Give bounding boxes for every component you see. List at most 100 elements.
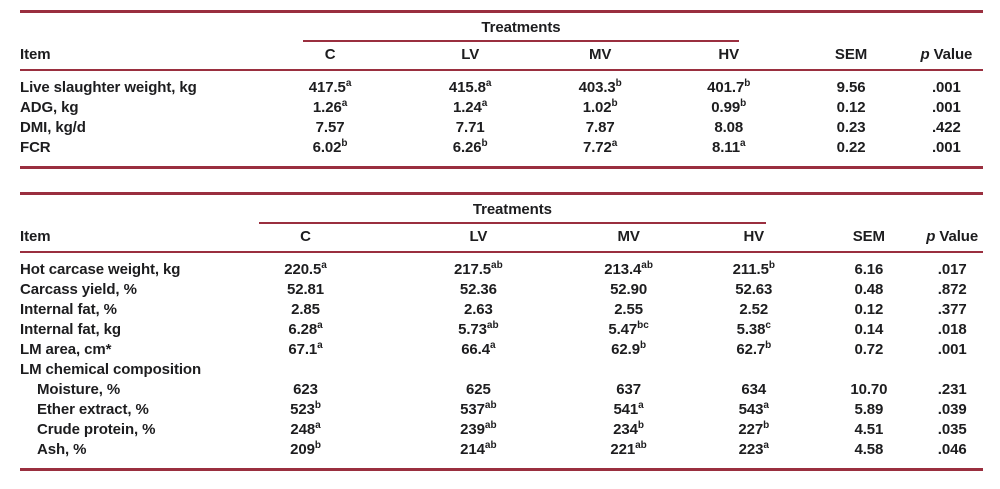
col-header-pvalue: p Value	[909, 42, 983, 71]
row-label: Crude protein, %	[37, 421, 156, 438]
value-cell: 625	[466, 381, 491, 398]
table-row: Ether extract, % 523b 537ab 541a 543a 5.89 .03…	[20, 400, 983, 420]
table-row: DMI, kg/d 7.57 7.71 7.87 8.08 0.23 .422	[20, 118, 983, 138]
value-cell: 52.81	[286, 281, 325, 298]
col-header-lv: LV	[405, 42, 536, 71]
significance-superscript: b	[615, 78, 622, 89]
value-cell: 4.51	[854, 421, 884, 438]
table-row: Carcass yield, % 52.81 52.36 52.90 52.63 0.48…	[20, 280, 983, 300]
row-label: LM chemical composition	[20, 361, 202, 378]
value-cell	[220, 360, 390, 380]
row-label: Ether extract, %	[37, 401, 149, 418]
col-header-hv: HV	[665, 42, 793, 71]
p-italic: p	[920, 46, 930, 63]
value-cell: 2.85	[291, 301, 320, 318]
row-label: Ash, %	[37, 441, 87, 458]
value-cell: 0.12	[836, 99, 866, 116]
table-row: Crude protein, % 248a 239ab 234b 227b 4.51 .03…	[20, 420, 983, 440]
table-row: Moisture, % 623 625 637 634 10.70 .231	[20, 380, 983, 400]
value-cell: 217.5ab	[454, 260, 503, 279]
col-header-mv: MV	[566, 224, 692, 253]
value-cell: 6.16	[854, 261, 884, 278]
row-label: Moisture, %	[37, 381, 121, 398]
value-cell: 52.90	[610, 281, 648, 298]
value-cell: 1.24a	[453, 98, 488, 117]
page: Treatments Item C LV MV HV SEM p Value L…	[20, 10, 983, 471]
significance-superscript: b	[639, 340, 647, 351]
table-row: LM area, cm* 67.1a 66.4a 62.9b 62.7b 0.72 .001	[20, 340, 983, 360]
value-cell: 5.73ab	[458, 320, 499, 339]
spanner-row: Treatments	[20, 194, 983, 225]
significance-superscript: b	[744, 78, 751, 89]
significance-superscript: b	[341, 138, 348, 149]
value-cell: 5.47bc	[608, 320, 649, 339]
treatments-spanner: Treatments	[255, 12, 792, 42]
carcass-table-body: Hot carcase weight, kg 220.5a 217.5ab 213.4…	[20, 252, 983, 470]
significance-superscript: a	[315, 420, 321, 431]
table-row: ADG, kg 1.26a 1.24a 1.02b 0.99b 0.12 .001	[20, 98, 983, 118]
value-cell	[816, 360, 921, 380]
significance-superscript: b	[768, 260, 775, 271]
spacer-cell	[816, 194, 921, 225]
value-cell	[921, 360, 983, 380]
value-cell: 52.36	[459, 281, 497, 298]
value-cell: 213.4ab	[604, 260, 653, 279]
value-cell	[566, 360, 691, 380]
significance-superscript: a	[763, 440, 769, 451]
spacer-cell	[792, 12, 909, 43]
significance-superscript: b	[314, 400, 321, 411]
significance-superscript: a	[317, 320, 323, 331]
significance-superscript: b	[314, 440, 321, 451]
significance-superscript: ab	[484, 440, 497, 451]
significance-superscript: a	[341, 98, 348, 109]
col-header-mv: MV	[535, 42, 666, 71]
value-cell: 523b	[290, 400, 321, 419]
col-header-c: C	[220, 224, 391, 253]
value-cell	[691, 360, 816, 380]
value-cell: 401.7b	[707, 78, 751, 97]
value-cell: 6.26b	[452, 138, 488, 157]
significance-superscript: b	[481, 138, 488, 149]
value-cell: 403.3b	[578, 78, 622, 97]
value-cell: 227b	[738, 420, 770, 439]
row-label: Carcass yield, %	[20, 281, 137, 298]
significance-superscript: ab	[484, 420, 497, 431]
value-cell: 248a	[290, 420, 321, 439]
value-cell: 6.02b	[312, 138, 348, 157]
header-row: Item C LV MV HV SEM p Value	[20, 224, 983, 253]
value-cell: 62.9b	[611, 340, 647, 359]
value-cell: .046	[937, 441, 967, 458]
carcass-table: Treatments Item C LV MV HV SEM p Value H…	[20, 192, 983, 471]
significance-superscript: ab	[486, 320, 499, 331]
value-cell: 0.48	[854, 281, 884, 298]
value-cell: 5.89	[854, 401, 884, 418]
value-cell: 2.63	[463, 301, 493, 318]
significance-superscript: b	[611, 98, 618, 109]
value-cell: 7.71	[455, 119, 485, 136]
value-cell: 0.22	[836, 139, 866, 156]
value-cell: 1.26a	[312, 98, 348, 117]
col-header-sem: SEM	[816, 224, 922, 253]
significance-superscript: ab	[641, 260, 653, 271]
significance-superscript: a	[317, 340, 323, 351]
significance-superscript: bc	[637, 320, 649, 331]
value-cell: 10.70	[850, 381, 888, 398]
table-row: FCR 6.02b 6.26b 7.72a 8.11a 0.22 .001	[20, 138, 983, 168]
significance-superscript: ab	[484, 400, 497, 411]
significance-superscript: b	[637, 420, 645, 431]
value-cell: 2.52	[739, 301, 769, 318]
value-cell: 239ab	[460, 420, 497, 439]
value-cell: .039	[937, 401, 967, 418]
performance-table: Treatments Item C LV MV HV SEM p Value L…	[20, 10, 983, 169]
value-cell: 62.7b	[736, 340, 772, 359]
value-cell: 0.12	[854, 301, 884, 318]
value-cell: 415.8a	[448, 78, 492, 97]
value-cell: 8.08	[714, 119, 744, 136]
treatments-label: Treatments	[259, 200, 766, 224]
col-header-hv: HV	[691, 224, 817, 253]
value-cell: 9.56	[836, 79, 866, 96]
row-label: Hot carcase weight, kg	[20, 261, 181, 278]
col-header-pvalue: p Value	[921, 224, 983, 253]
value-cell: 2.55	[614, 301, 643, 318]
value-cell: .231	[937, 381, 967, 398]
